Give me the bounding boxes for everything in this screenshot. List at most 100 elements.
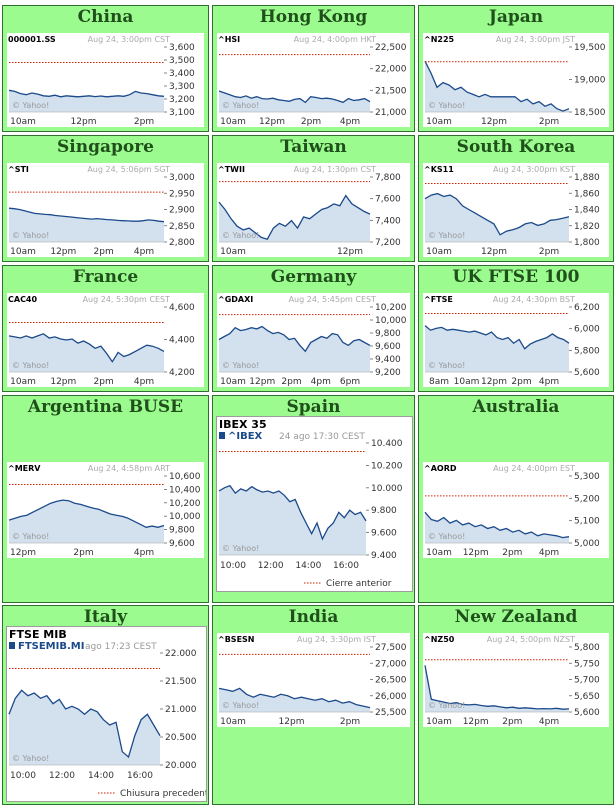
x-tick-label: 16:00 <box>127 771 153 781</box>
x-tick-label: 14:00 <box>88 771 114 781</box>
y-tick-label: 9,600 <box>169 539 195 549</box>
mini-chart[interactable]: ^HSI Aug 24, 4:00pm HKT 22,500 22,000 21,500… <box>217 33 410 127</box>
mini-chart[interactable]: ^NZ50 Aug 24, 5:00pm NZST 5,800 5,750 5,700 5… <box>423 633 609 727</box>
price-area <box>9 90 164 112</box>
y-tick-label: 20.500 <box>165 733 197 743</box>
x-tick-label: 12pm <box>10 548 36 558</box>
price-area <box>425 512 569 543</box>
mini-chart[interactable]: 000001.SS Aug 24, 3:00pm CST 3,600 3,500 3,4… <box>7 33 204 127</box>
mini-chart[interactable]: FTSE MIB FTSEMIB.MI ago 17:23 CEST 22.000 21… <box>6 626 207 802</box>
price-line <box>218 194 371 240</box>
y-tick-label: 7,400 <box>375 216 401 226</box>
mini-chart[interactable]: IBEX 35 ^IBEX 24 ago 17:30 CEST 10.400 10.20… <box>216 416 413 592</box>
y-tick-label: 25,500 <box>375 708 407 718</box>
x-tick-label: 10am <box>426 548 452 558</box>
y-tick-label: 1,800 <box>574 238 600 248</box>
market-title: Argentina BUSE <box>27 397 184 417</box>
y-tick-label: 21,500 <box>375 86 407 96</box>
mini-chart[interactable]: ^AORD Aug 24, 4:00pm EST 5,300 5,200 5,100 5,… <box>423 462 609 558</box>
price-area <box>425 325 569 372</box>
y-tick-label: 9,200 <box>375 368 401 378</box>
market-title: Australia <box>472 397 560 417</box>
y-tick-label: 4,600 <box>169 303 195 313</box>
x-tick-label: 10:00 <box>10 771 36 781</box>
x-tick-label: 4pm <box>311 377 331 387</box>
y-tick-label: 4,200 <box>169 368 195 378</box>
y-tick-label: 21.500 <box>165 677 197 687</box>
price-area <box>425 193 569 242</box>
chart-date: Aug 24, 5:06pm SGT <box>87 165 170 174</box>
x-tick-label: 2pm <box>134 117 154 127</box>
y-tick-label: 10,000 <box>169 512 201 522</box>
yahoo-watermark: © Yahoo! <box>222 544 259 553</box>
y-tick-label: 10.000 <box>371 484 403 494</box>
mini-chart[interactable]: CAC40 Aug 24, 5:30pm CEST 4,600 4,400 4,200 1… <box>7 293 204 387</box>
market-cell-france: France CAC40 Aug 24, 5:30pm CEST 4,600 4,400… <box>2 265 209 392</box>
x-tick-label: 10:00 <box>220 561 246 571</box>
y-tick-label: 27,500 <box>375 643 407 653</box>
y-tick-label: 5,100 <box>574 517 600 527</box>
mini-chart[interactable]: ^MERV Aug 24, 4:58pm ART 10,600 10,400 10,20… <box>7 462 204 558</box>
price-line <box>218 325 371 353</box>
mini-chart[interactable]: ^STI Aug 24, 5:06pm SGT 3,000 2,950 2,900 2,8… <box>7 163 204 257</box>
y-tick-label: 3,600 <box>169 43 195 53</box>
y-tick-label: 5,600 <box>574 708 600 718</box>
y-tick-label: 20.000 <box>165 761 197 771</box>
chart-date: Aug 24, 4:00pm EST <box>493 464 575 473</box>
x-tick-label: 2pm <box>73 548 93 558</box>
mini-chart[interactable]: ^FTSE Aug 24, 4:30pm BST 6,200 6,000 5,800 5,… <box>423 293 609 387</box>
y-tick-label: 4,400 <box>169 336 195 346</box>
y-tick-label: 1,860 <box>574 189 600 199</box>
yahoo-watermark: © Yahoo! <box>222 231 259 240</box>
yahoo-watermark: © Yahoo! <box>428 532 465 541</box>
y-tick-label: 9.800 <box>371 506 397 516</box>
mini-chart[interactable]: ^KS11 Aug 24, 3:00pm KST 1,880 1,860 1,840 1,… <box>423 163 609 257</box>
x-tick-label: 2pm <box>539 247 559 257</box>
y-tick-label: 3,400 <box>169 69 195 79</box>
y-tick-label: 9.600 <box>371 529 397 539</box>
chart-ticker: ^HSI <box>218 35 240 44</box>
chart-ticker: ^TWII <box>218 165 245 174</box>
chart-date: Aug 24, 4:58pm ART <box>88 464 170 473</box>
yahoo-watermark: © Yahoo! <box>428 701 465 710</box>
mini-chart[interactable]: ^GDAXI Aug 24, 5:45pm CEST 10,200 10,000 9,8… <box>217 293 410 387</box>
y-tick-label: 7,800 <box>375 173 401 183</box>
x-tick-label: 12pm <box>337 247 363 257</box>
x-tick-label: 4pm <box>134 377 154 387</box>
y-tick-label: 5,000 <box>574 539 600 549</box>
chart-date: Aug 24, 5:00pm NZST <box>487 635 575 644</box>
market-cell-china: China 000001.SS Aug 24, 3:00pm CST 3,600 3,5… <box>2 5 209 132</box>
market-title: Italy <box>83 607 128 627</box>
chart-ticker: FTSEMIB.MI <box>18 641 84 652</box>
y-tick-label: 21.000 <box>165 705 197 715</box>
price-area <box>9 690 160 765</box>
market-title: Japan <box>488 7 544 27</box>
mini-chart[interactable]: ^TWII Aug 24, 1:30pm CST 7,800 7,600 7,400 7,… <box>217 163 410 257</box>
mini-chart[interactable]: ^N225 Aug 24, 3:00pm JST 19,500 19,000 18,50… <box>423 33 609 127</box>
y-tick-label: 6,200 <box>574 303 600 313</box>
x-tick-label: 10am <box>426 247 452 257</box>
mini-chart[interactable]: ^BSESN Aug 24, 3:30pm IST 27,500 27,000 26,5… <box>217 633 410 727</box>
chart-date: 24 ago 17:30 CEST <box>279 432 365 442</box>
y-tick-label: 5,200 <box>574 494 600 504</box>
market-cell-singapore: Singapore ^STI Aug 24, 5:06pm SGT 3,000 2,95… <box>2 135 209 262</box>
x-tick-label: 2pm <box>511 377 531 387</box>
y-tick-label: 3,000 <box>169 173 195 183</box>
x-tick-label: 12pm <box>259 117 285 127</box>
price-area <box>219 326 370 372</box>
market-title: India <box>288 607 339 627</box>
y-tick-label: 5,700 <box>574 676 600 686</box>
market-title: New Zealand <box>454 607 578 627</box>
y-tick-label: 21,000 <box>375 108 407 118</box>
x-tick-label: 10am <box>220 247 246 257</box>
x-tick-label: 14:00 <box>295 561 321 571</box>
market-title: Taiwan <box>280 137 347 157</box>
chart-ticker: ^BSESN <box>218 635 254 644</box>
